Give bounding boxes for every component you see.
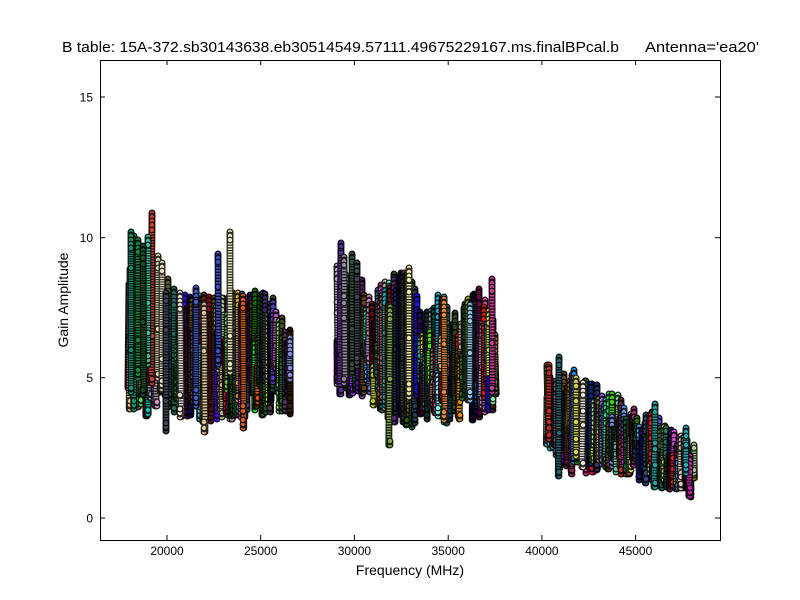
- svg-text:0: 0: [86, 512, 93, 526]
- svg-text:20000: 20000: [150, 544, 184, 558]
- svg-text:5: 5: [86, 371, 93, 385]
- svg-text:10: 10: [80, 231, 94, 245]
- svg-text:B table: 15A-372.sb30143638.eb: B table: 15A-372.sb30143638.eb30514549.5…: [62, 39, 619, 56]
- svg-text:25000: 25000: [244, 544, 278, 558]
- svg-text:Frequency (MHz): Frequency (MHz): [356, 562, 464, 578]
- svg-text:30000: 30000: [338, 544, 372, 558]
- svg-text:15: 15: [80, 91, 94, 105]
- svg-text:Antenna='ea20': Antenna='ea20': [645, 39, 759, 56]
- svg-text:45000: 45000: [619, 544, 653, 558]
- svg-text:40000: 40000: [525, 544, 559, 558]
- svg-text:35000: 35000: [432, 544, 466, 558]
- svg-text:Gain Amplitude: Gain Amplitude: [55, 252, 71, 347]
